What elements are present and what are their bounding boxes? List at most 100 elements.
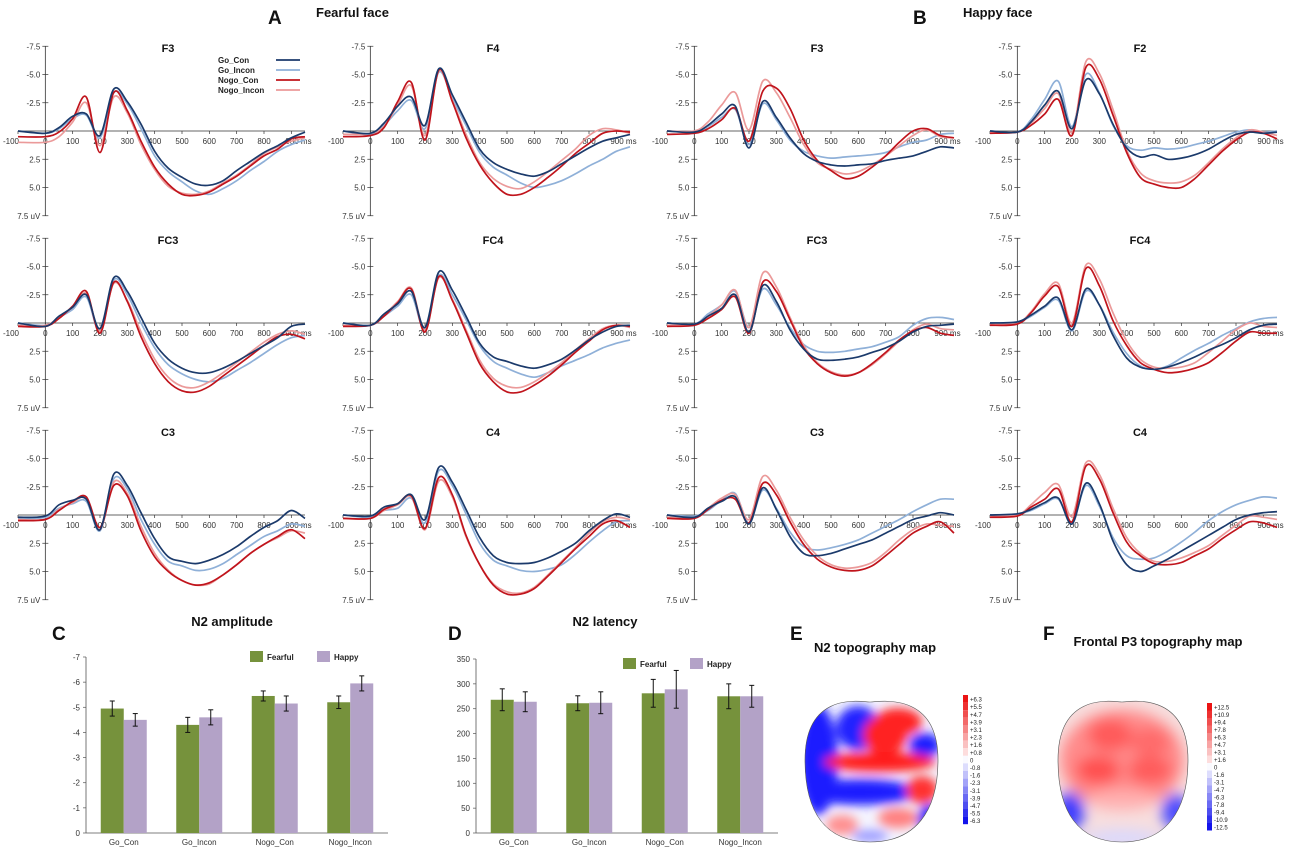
y-tick-label: -1 bbox=[73, 804, 81, 813]
x-tick-label: 800 bbox=[1229, 329, 1243, 338]
x-tick-label: 700 bbox=[230, 521, 244, 530]
x-tick-label: 200 bbox=[1065, 137, 1079, 146]
colorbar-swatch bbox=[963, 809, 968, 817]
colorbar-label: 0 bbox=[970, 758, 974, 764]
x-tick-label: 800 bbox=[257, 521, 271, 530]
erp-waveform-grid: -7.5 -5.0 -2.5 2.5 5.0 7.5 uV -100 0 100 200 300 40… bbox=[3, 42, 1284, 605]
x-tick-label: Nogo_Incon bbox=[719, 838, 762, 847]
electrode-title: C4 bbox=[486, 427, 501, 439]
x-tick-label: 700 bbox=[230, 137, 244, 146]
x-tick-label: 500 bbox=[175, 137, 189, 146]
y-tick-label: -7.5 bbox=[999, 426, 1013, 435]
colorbar-swatch bbox=[963, 748, 968, 756]
y-tick-label: 5.0 bbox=[1001, 184, 1013, 193]
bar-happy-go-incon bbox=[589, 702, 613, 833]
y-tick-label: 2.5 bbox=[678, 347, 690, 356]
y-tick-label: -5.0 bbox=[676, 263, 690, 272]
colorbar-label: +3.1 bbox=[970, 728, 983, 734]
waveform-go-incon bbox=[989, 72, 1278, 152]
colorbar-label: -5.5 bbox=[970, 812, 981, 818]
y-tick-label: 300 bbox=[457, 680, 471, 689]
y-tick-label: 100 bbox=[457, 779, 471, 788]
panel-a-letter: A bbox=[268, 8, 282, 29]
x-tick-label: 900 ms bbox=[934, 137, 960, 146]
x-tick-label: 0 bbox=[1015, 329, 1020, 338]
waveform-nogo-incon bbox=[989, 262, 1278, 370]
erp-plot-a-fc4: -7.5 -5.0 -2.5 2.5 5.0 7.5 uV -100 0 100 200 300 40… bbox=[328, 234, 637, 413]
x-tick-label: 900 ms bbox=[610, 521, 636, 530]
colorbar-label: +7.8 bbox=[1214, 728, 1227, 734]
y-tick-label: -2.5 bbox=[352, 291, 366, 300]
x-tick-label: 100 bbox=[66, 329, 80, 338]
colorbar-swatch bbox=[1207, 755, 1212, 763]
x-tick-label: 200 bbox=[1065, 521, 1079, 530]
x-tick-label: 600 bbox=[203, 521, 217, 530]
y-tick-label: 0 bbox=[466, 829, 471, 838]
n2-topography-colorbar: +6.3+5.5 +4.7+3.9 +3.1 +2.3+1.6 +0.80 -0.8 -1.… bbox=[963, 695, 983, 825]
x-tick-label: 300 bbox=[446, 521, 460, 530]
x-tick-label: 400 bbox=[148, 137, 162, 146]
y-tick-label: 5.0 bbox=[678, 376, 690, 385]
waveform-go-con bbox=[342, 465, 631, 565]
x-tick-label: -100 bbox=[652, 521, 669, 530]
y-tick-label: 2.5 bbox=[29, 347, 41, 356]
x-tick-label: 500 bbox=[1147, 521, 1161, 530]
erp-plot-b-c3: -7.5 -5.0 -2.5 2.5 5.0 7.5 uV -100 0 100 200 300 40… bbox=[652, 426, 961, 605]
electrode-title: F2 bbox=[1134, 43, 1147, 55]
legend-label-nogo-incon: Nogo_Incon bbox=[218, 86, 264, 95]
y-tick-label: -2 bbox=[73, 779, 81, 788]
waveform-nogo-con bbox=[666, 279, 955, 377]
y-tick-label: 5.0 bbox=[354, 568, 366, 577]
x-tick-label: 100 bbox=[1038, 521, 1052, 530]
y-tick-label: -5.0 bbox=[352, 71, 366, 80]
x-tick-label: 200 bbox=[93, 521, 107, 530]
y-tick-label: 50 bbox=[461, 804, 470, 813]
x-tick-label: 600 bbox=[528, 329, 542, 338]
colorbar-swatch bbox=[963, 695, 968, 703]
x-tick-label: 100 bbox=[391, 137, 405, 146]
colorbar-swatch bbox=[963, 778, 968, 787]
colorbar-label: +0.8 bbox=[970, 751, 983, 757]
waveform-nogo-incon bbox=[989, 459, 1278, 563]
waveform-go-incon bbox=[666, 287, 955, 354]
colorbar-swatch bbox=[1207, 770, 1212, 778]
waveform-go-incon bbox=[342, 468, 631, 573]
waveform-go-incon bbox=[342, 70, 631, 189]
x-tick-label: 600 bbox=[203, 329, 217, 338]
x-tick-label: 400 bbox=[1120, 137, 1134, 146]
waveform-go-con bbox=[342, 67, 631, 178]
legend-label-fearful: Fearful bbox=[267, 653, 294, 662]
x-tick-label: 200 bbox=[418, 329, 432, 338]
x-tick-label: -100 bbox=[328, 137, 345, 146]
x-tick-label: 400 bbox=[1120, 329, 1134, 338]
y-tick-label: 150 bbox=[457, 754, 471, 763]
x-tick-label: 300 bbox=[121, 137, 135, 146]
waveform-go-incon bbox=[989, 289, 1278, 371]
x-tick-label: -100 bbox=[975, 137, 992, 146]
y-tick-label: -2.5 bbox=[999, 483, 1013, 492]
x-tick-label: 100 bbox=[715, 521, 729, 530]
y-tick-label: -2.5 bbox=[27, 483, 41, 492]
panel-c-title: N2 amplitude bbox=[191, 614, 273, 629]
legend-swatch-fearful bbox=[250, 651, 263, 662]
x-tick-label: 500 bbox=[175, 521, 189, 530]
x-tick-label: 400 bbox=[473, 521, 487, 530]
y-tick-label: 7.5 uV bbox=[17, 212, 41, 221]
colorbar-swatch bbox=[963, 717, 968, 726]
x-tick-label: 600 bbox=[852, 329, 866, 338]
y-tick-label: -7.5 bbox=[676, 234, 690, 243]
erp-plot-b-c4: -7.5 -5.0 -2.5 2.5 5.0 7.5 uV -100 0 100 200 300 40… bbox=[975, 426, 1284, 605]
colorbar-swatch bbox=[1207, 808, 1212, 816]
waveform-nogo-con bbox=[342, 274, 631, 394]
erp-plot-b-fc3: -7.5-5.0-2.52.55.07.5 uV-100 0 100 200 300 40… bbox=[652, 234, 961, 413]
x-tick-label: 700 bbox=[555, 329, 569, 338]
y-tick-label: 7.5 uV bbox=[342, 404, 366, 413]
y-tick-label: 200 bbox=[457, 730, 471, 739]
x-tick-label: 300 bbox=[446, 329, 460, 338]
y-tick-label: -5.0 bbox=[352, 263, 366, 272]
colorbar-label: -1.6 bbox=[970, 774, 981, 780]
x-tick-label: 900 ms bbox=[934, 329, 960, 338]
x-tick-label: 800 bbox=[1229, 137, 1243, 146]
y-tick-label: 2.5 bbox=[29, 155, 41, 164]
colorbar-swatch bbox=[963, 702, 968, 711]
